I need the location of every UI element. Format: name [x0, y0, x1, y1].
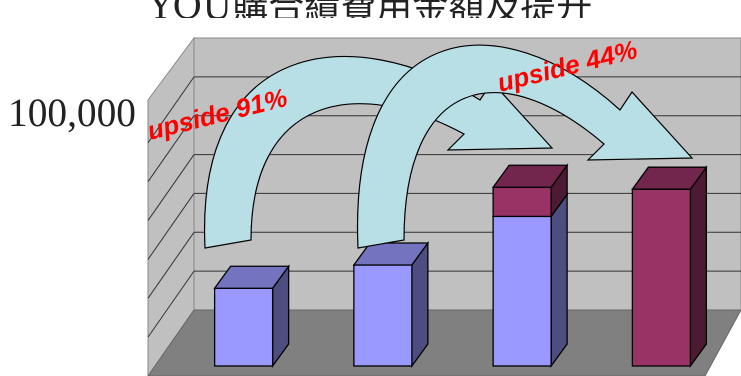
- gridline-side: [147, 76, 195, 144]
- gridline-side: [147, 270, 195, 338]
- bar: [353, 264, 413, 367]
- y-tick-label: 100,000: [8, 90, 136, 135]
- bar: [213, 287, 274, 367]
- bar-side: [689, 165, 708, 368]
- bar: [492, 215, 552, 367]
- gridline-side: [147, 115, 195, 183]
- gridline-side: [147, 193, 195, 260]
- gridline-side: [147, 231, 195, 299]
- bar-top: [491, 164, 569, 188]
- bar-side: [550, 192, 568, 368]
- bar: [631, 188, 692, 367]
- bar-top: [352, 242, 430, 266]
- chart-title: YOU購合績費用金額及提升: [0, 0, 741, 18]
- bar-top: [213, 265, 290, 289]
- floor: [147, 309, 741, 376]
- bar: [492, 186, 552, 218]
- upside-arrow: [356, 44, 694, 249]
- gridline-side: [147, 154, 195, 221]
- bar-top: [631, 166, 708, 190]
